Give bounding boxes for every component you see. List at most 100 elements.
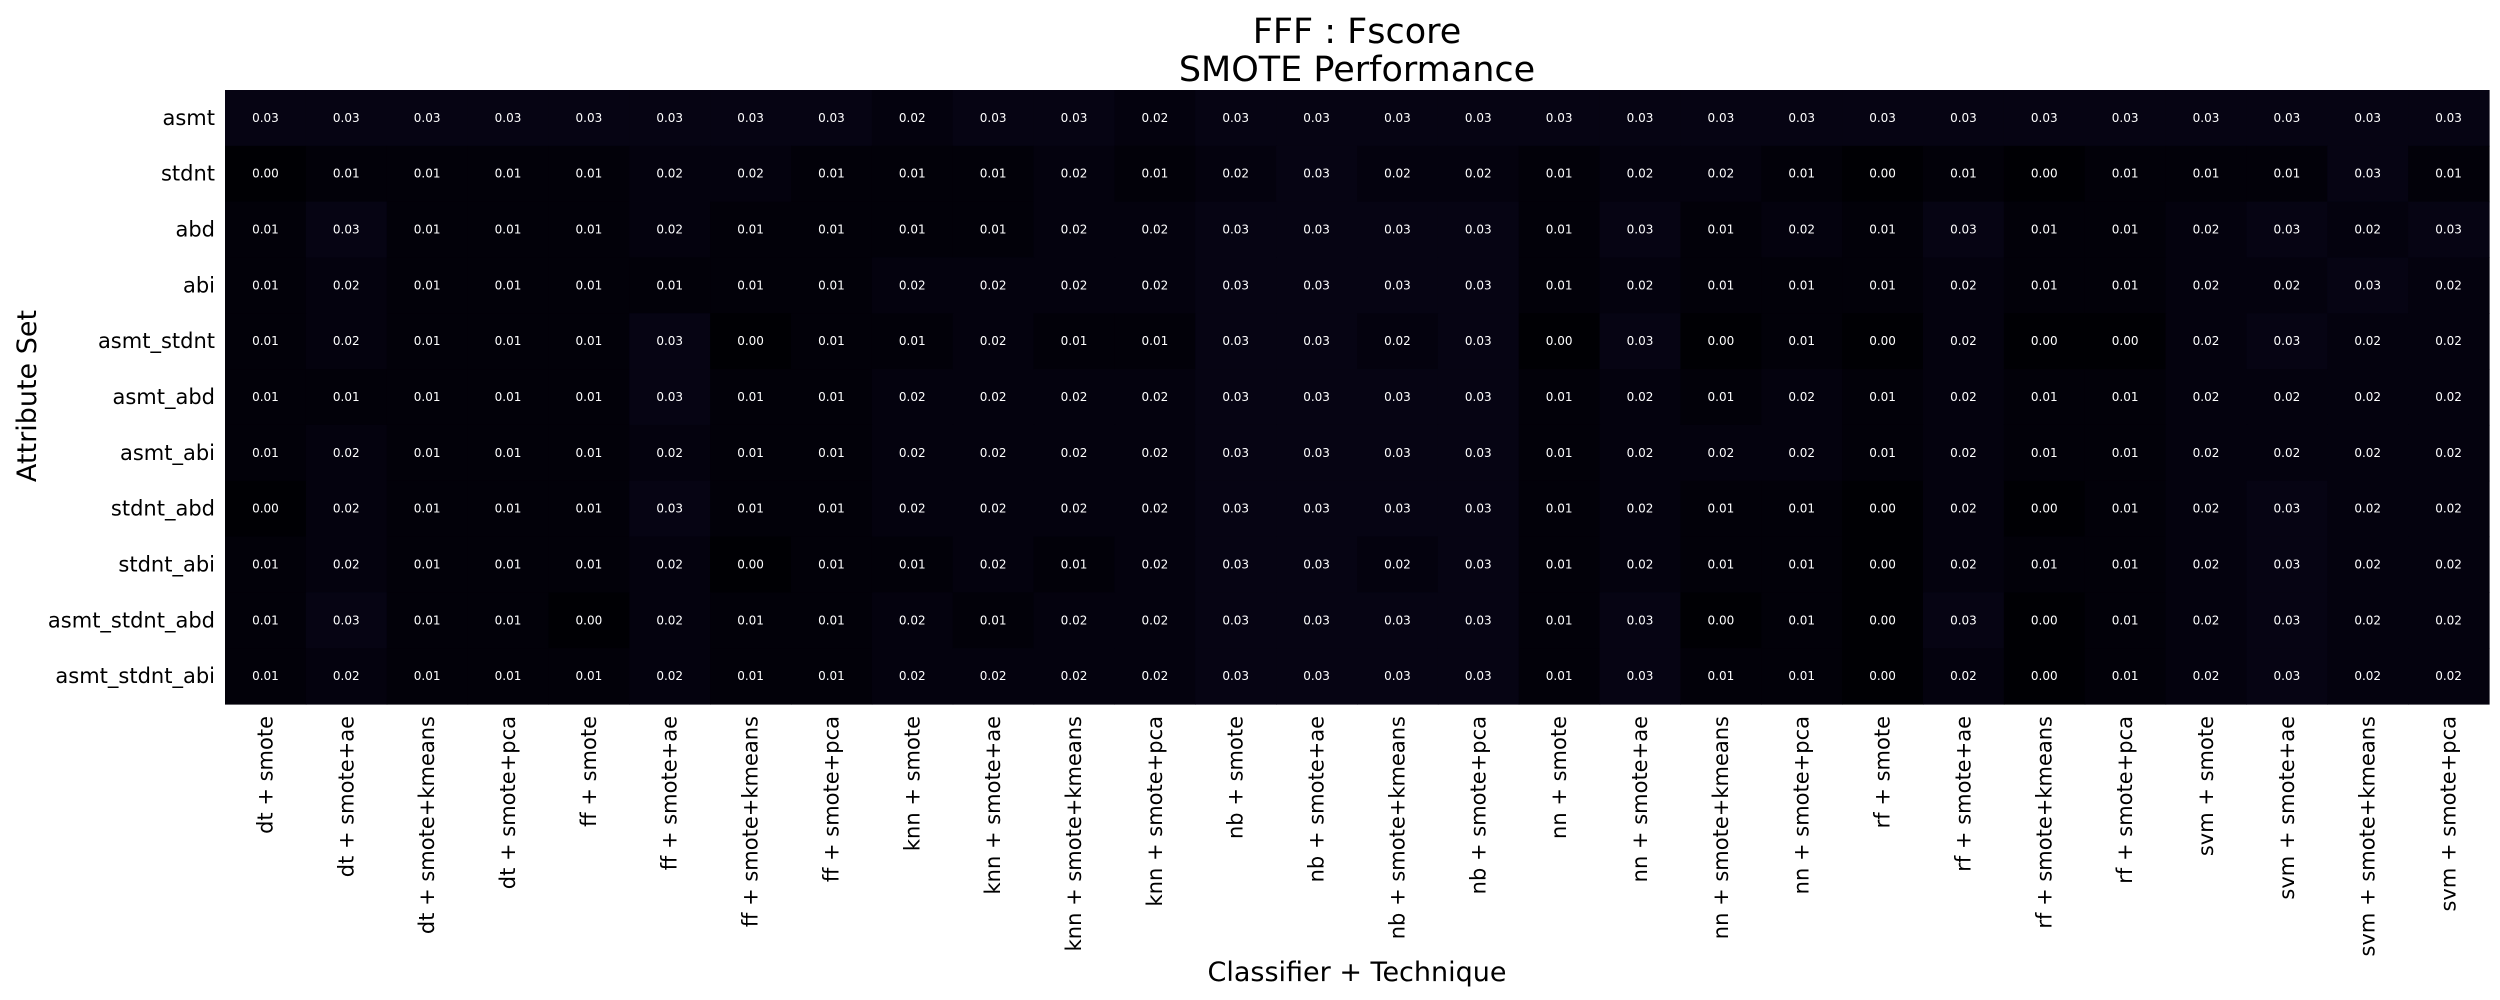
y-tick-label: asmt_stdnt_abi: [55, 664, 215, 689]
heatmap-cell: [2084, 536, 2167, 593]
heatmap-cell: [1518, 648, 1601, 705]
cell-value-label: 0.02: [2193, 557, 2220, 571]
cell-value-label: 0.03: [1384, 111, 1411, 125]
cell-value-label: 0.02: [2354, 446, 2381, 460]
cell-value-label: 0.02: [2435, 390, 2462, 404]
heatmap-cells: [225, 90, 2490, 705]
x-tick-label: knn + smote+kmeans: [1062, 716, 1086, 951]
heatmap-cell: [871, 145, 954, 203]
cell-value-label: 0.03: [2112, 111, 2139, 125]
cell-value-label: 0.03: [1222, 502, 1249, 516]
heatmap-cell: [1357, 90, 1439, 147]
cell-value-label: 0.03: [656, 111, 683, 125]
heatmap-cell: [710, 536, 792, 593]
heatmap-cell: [305, 648, 388, 705]
heatmap-cell: [952, 90, 1035, 147]
heatmap-cell: [1357, 424, 1439, 482]
heatmap-cell: [2246, 90, 2328, 147]
heatmap-cell: [2246, 369, 2328, 426]
cell-value-label: 0.01: [576, 669, 603, 683]
cell-value-label: 0.03: [1950, 613, 1977, 627]
cell-value-label: 0.02: [1061, 223, 1088, 237]
cell-value-label: 0.03: [1303, 669, 1330, 683]
cell-value-label: 0.03: [1222, 557, 1249, 571]
heatmap-cell: [871, 201, 954, 259]
cell-value-label: 0.01: [1788, 334, 1815, 348]
cell-value-label: 0.03: [1384, 502, 1411, 516]
cell-value-label: 0.01: [1546, 223, 1573, 237]
heatmap-cell: [629, 648, 711, 705]
heatmap-cell: [2084, 369, 2167, 426]
heatmap-cell: [1195, 369, 1277, 426]
heatmap-cell: [710, 424, 792, 482]
cell-value-label: 0.01: [980, 223, 1007, 237]
heatmap-cell: [225, 648, 307, 705]
heatmap-cell: [1599, 536, 1682, 593]
heatmap-cell: [710, 145, 792, 203]
heatmap-cell: [1842, 313, 1924, 370]
cell-value-label: 0.00: [2031, 334, 2058, 348]
heatmap-cell: [1195, 480, 1277, 538]
cell-value-label: 0.03: [2435, 223, 2462, 237]
heatmap-cell: [2165, 201, 2248, 259]
heatmap-cell: [1437, 90, 1520, 147]
heatmap-cell: [1114, 257, 1196, 314]
cell-value-label: 0.03: [414, 111, 441, 125]
cell-value-label: 0.02: [2193, 223, 2220, 237]
heatmap-cell: [1761, 480, 1843, 538]
cell-value-label: 0.01: [1546, 167, 1573, 181]
heatmap-cell: [1518, 592, 1601, 649]
cell-value-label: 0.01: [1708, 390, 1735, 404]
cell-value-label: 0.01: [414, 557, 441, 571]
y-tick-label: asmt: [163, 106, 216, 130]
cell-value-label: 0.01: [818, 334, 845, 348]
heatmap-cell: [2408, 592, 2490, 649]
cell-value-label: 0.02: [899, 669, 926, 683]
heatmap-cell: [1276, 201, 1358, 259]
heatmap-cell: [467, 145, 550, 203]
heatmap-cell: [548, 257, 630, 314]
heatmap-cell: [305, 369, 388, 426]
heatmap-cell: [305, 145, 388, 203]
cell-value-label: 0.01: [737, 223, 764, 237]
cell-value-label: 0.01: [1950, 167, 1977, 181]
heatmap-cell: [871, 592, 954, 649]
heatmap-cell: [2084, 313, 2167, 370]
heatmap-cell: [1842, 424, 1924, 482]
heatmap-cell: [2165, 592, 2248, 649]
heatmap-cell: [629, 369, 711, 426]
heatmap-cell: [1599, 145, 1682, 203]
cell-value-label: 0.03: [1465, 613, 1492, 627]
heatmap-cell: [710, 648, 792, 705]
cell-value-label: 0.01: [414, 613, 441, 627]
heatmap-cell: [1114, 480, 1196, 538]
cell-value-label: 0.03: [1465, 669, 1492, 683]
cell-value-label: 0.01: [2112, 167, 2139, 181]
cell-value-label: 0.01: [2031, 223, 2058, 237]
cell-value-label: 0.02: [1627, 390, 1654, 404]
heatmap-cell: [952, 313, 1035, 370]
cell-value-label: 0.00: [1708, 334, 1735, 348]
cell-value-label: 0.02: [2354, 223, 2381, 237]
cell-value-label: 0.03: [1222, 223, 1249, 237]
heatmap-cell: [1033, 592, 1116, 649]
cell-value-label: 0.02: [1708, 446, 1735, 460]
cell-value-label: 0.02: [1142, 223, 1169, 237]
cell-value-label: 0.02: [2354, 334, 2381, 348]
heatmap-cell: [1437, 313, 1520, 370]
cell-value-label: 0.00: [576, 613, 603, 627]
heatmap-cell: [2084, 592, 2167, 649]
heatmap-cell: [1033, 648, 1116, 705]
heatmap-cell: [1033, 145, 1116, 203]
heatmap-cell: [1114, 201, 1196, 259]
heatmap-cell: [1033, 369, 1116, 426]
heatmap-cell: [467, 313, 550, 370]
cell-value-label: 0.02: [899, 111, 926, 125]
cell-value-label: 0.02: [980, 390, 1007, 404]
cell-value-label: 0.02: [2274, 446, 2301, 460]
heatmap-cell: [1923, 424, 2005, 482]
cell-value-label: 0.02: [1061, 390, 1088, 404]
heatmap-cell: [2246, 536, 2328, 593]
x-tick-label: nb + smote+ae: [1305, 716, 1329, 882]
cell-value-label: 0.02: [1142, 278, 1169, 292]
